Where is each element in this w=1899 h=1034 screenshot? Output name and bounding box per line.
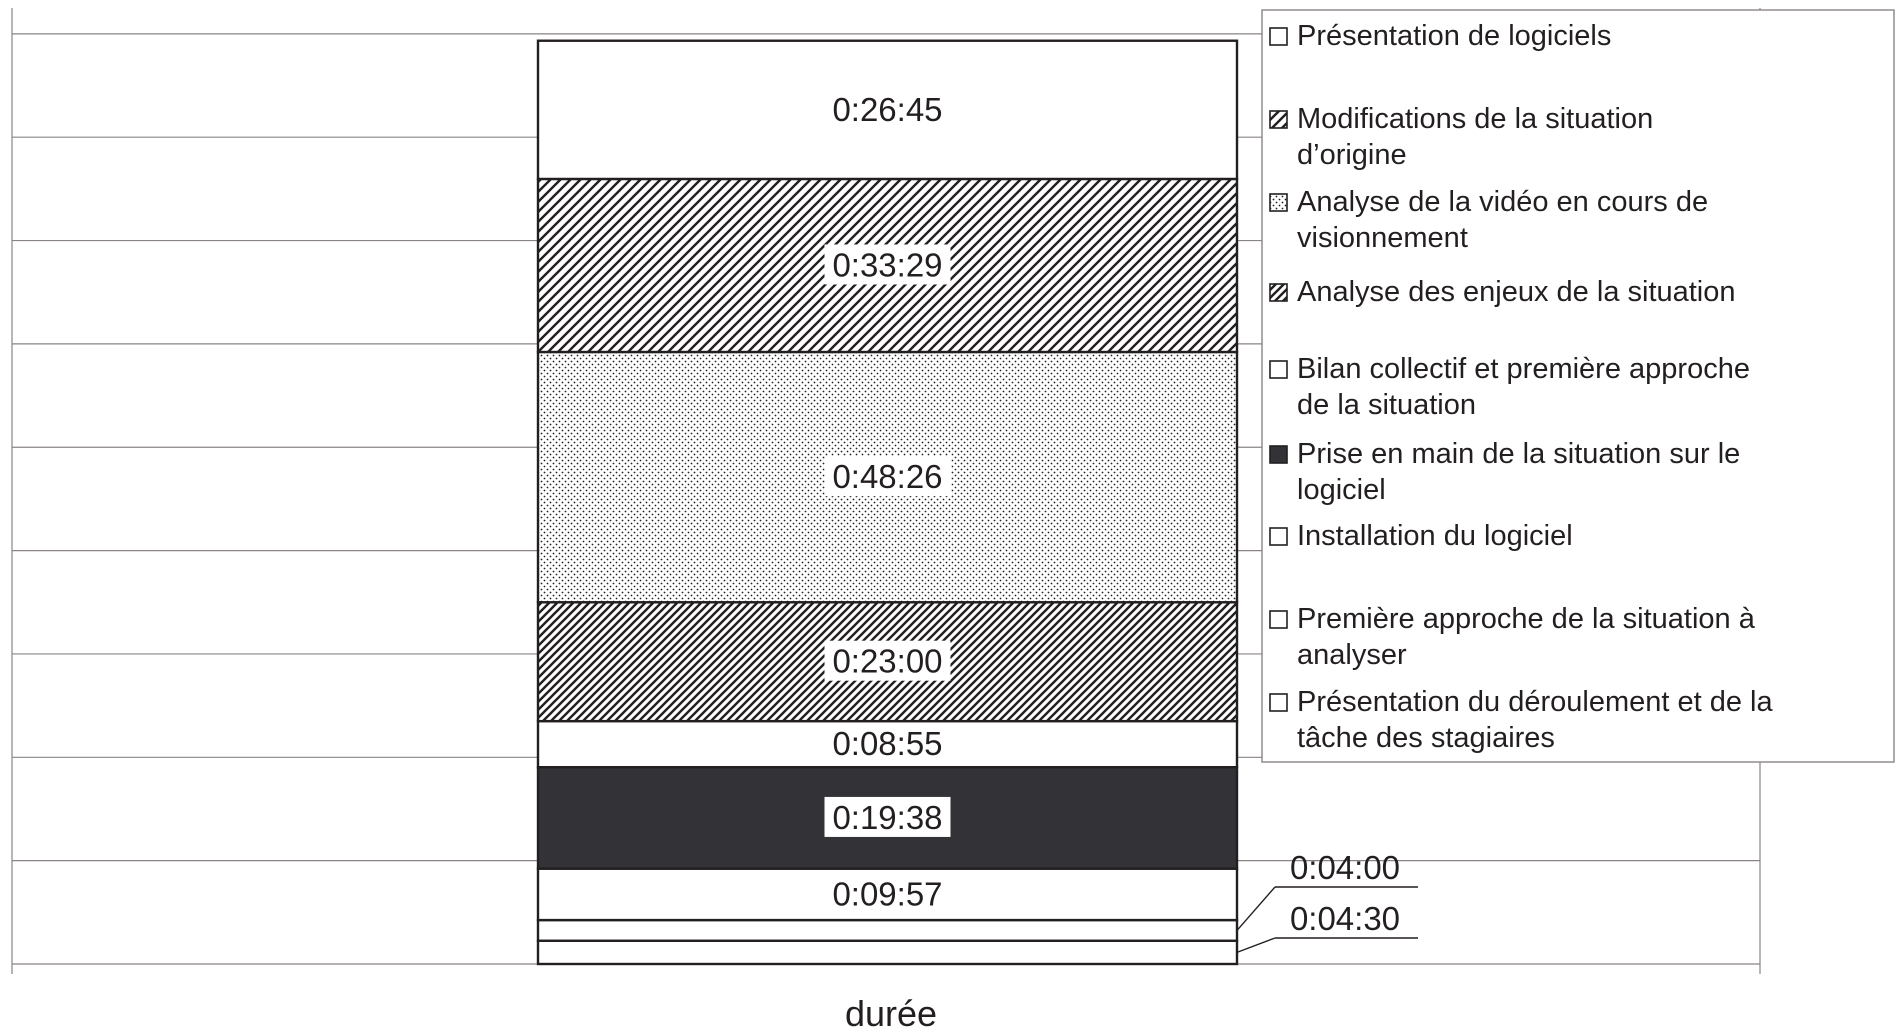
legend-label-9: Présentation du déroulement et de la tâch… bbox=[1297, 686, 1773, 754]
data-label-9: 0:26:45 bbox=[832, 91, 942, 128]
data-label-bg bbox=[824, 640, 951, 681]
data-label-4: 0:19:38 bbox=[832, 799, 942, 836]
legend-label-8: Première approche de la situation à analy… bbox=[1297, 603, 1756, 671]
data-label-7: 0:48:26 bbox=[832, 458, 942, 495]
data-labels: 0:04:30 0:04:00 0:09:57 0:19:38 0:08:55 0:23:… bbox=[824, 91, 1418, 954]
data-label-5: 0:08:55 bbox=[832, 725, 942, 762]
legend-label-7: Installation du logiciel bbox=[1297, 520, 1573, 552]
legend-label-4: Analyse des enjeux de la situation bbox=[1297, 276, 1736, 308]
data-label-1: 0:04:30 bbox=[1290, 900, 1400, 937]
legend-label-3: Analyse de la vidéo en cours de visionnem… bbox=[1297, 186, 1708, 254]
data-label-bg bbox=[824, 456, 951, 497]
legend-swatch-3 bbox=[1269, 193, 1288, 212]
legend-swatch-5 bbox=[1269, 360, 1288, 379]
legend-label-2: Modifications de la situation d’origine bbox=[1297, 103, 1653, 171]
data-label-bg bbox=[824, 796, 951, 837]
legend-label-5: Bilan collectif et première approche de l… bbox=[1297, 353, 1750, 421]
bar-segments bbox=[536, 39, 1239, 966]
legend-swatch-8 bbox=[1269, 610, 1288, 629]
data-label-3: 0:09:57 bbox=[832, 875, 942, 912]
bar-segment-2 bbox=[536, 918, 1239, 942]
legend-swatch-1 bbox=[1269, 27, 1288, 46]
data-label-6: 0:23:00 bbox=[832, 643, 942, 680]
data-label-2: 0:04:00 bbox=[1290, 849, 1400, 886]
legend: Présentation de logiciels Modifications d… bbox=[1261, 9, 1895, 763]
legend-swatch-6 bbox=[1269, 445, 1288, 464]
leader-line-2 bbox=[1236, 886, 1276, 931]
bar-segment-1 bbox=[536, 939, 1239, 966]
legend-swatch-7 bbox=[1269, 527, 1288, 546]
legend-label-1: Présentation de logiciels bbox=[1297, 20, 1611, 52]
data-label-bg bbox=[824, 244, 951, 285]
x-axis-label: durée bbox=[845, 993, 937, 1029]
legend-box bbox=[1261, 9, 1895, 763]
data-label-8: 0:33:29 bbox=[832, 246, 942, 283]
legend-swatch-9 bbox=[1269, 693, 1288, 712]
legend-swatch-2 bbox=[1269, 110, 1288, 129]
bar-segment-9 bbox=[536, 39, 1239, 181]
legend-swatch-4 bbox=[1269, 283, 1288, 302]
legend-label-6: Prise en main de la situation sur le logi… bbox=[1297, 438, 1740, 506]
leader-line-1 bbox=[1236, 937, 1276, 954]
